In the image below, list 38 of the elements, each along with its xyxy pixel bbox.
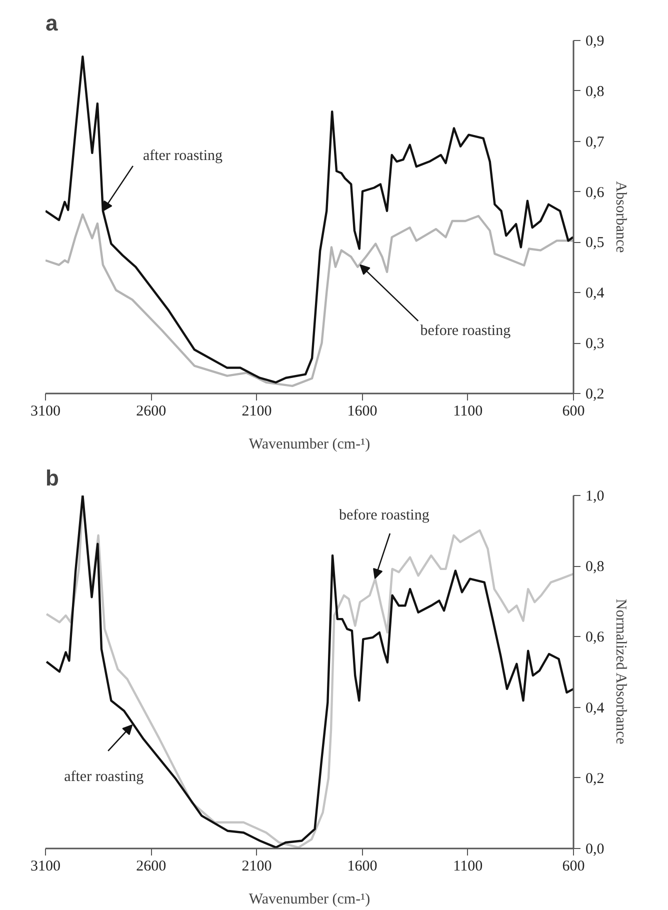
y-tick-label: 0,6 bbox=[586, 184, 605, 201]
y-tick-label: 0,8 bbox=[586, 559, 604, 576]
y-tick-label: 0,0 bbox=[586, 842, 604, 858]
x-axis-title: Wavenumber (cm-¹) bbox=[248, 436, 370, 452]
x-tick-label: 2600 bbox=[136, 404, 166, 420]
x-tick-label: 1100 bbox=[453, 404, 483, 420]
x-tick-label: 600 bbox=[562, 858, 585, 874]
y-tick-label: 0,3 bbox=[586, 336, 604, 352]
y-tick-label: 0,4 bbox=[586, 286, 605, 302]
line-series bbox=[46, 56, 574, 384]
y-tick-label: 1,0 bbox=[586, 488, 604, 504]
x-tick-label: 2600 bbox=[136, 858, 166, 874]
x-tick-label: 2100 bbox=[242, 404, 272, 420]
annotation: before roasting bbox=[420, 322, 512, 339]
chart-title: b bbox=[46, 466, 59, 490]
y-tick-label: 0,5 bbox=[586, 235, 604, 252]
y-tick-label: 0,8 bbox=[586, 84, 604, 100]
y-tick-label: 0,9 bbox=[586, 34, 604, 50]
y-tick-label: 0,4 bbox=[586, 700, 605, 716]
annotation: before roasting bbox=[338, 507, 430, 524]
y-tick-label: 0,6 bbox=[586, 630, 605, 646]
y-axis-title: Absorbance bbox=[612, 181, 628, 254]
x-tick-label: 1100 bbox=[453, 858, 483, 874]
annotation: after roasting bbox=[64, 768, 144, 785]
x-tick-label: 1600 bbox=[347, 858, 378, 874]
x-tick-label: 600 bbox=[562, 404, 585, 420]
x-tick-label: 2100 bbox=[242, 858, 272, 874]
line-series bbox=[46, 213, 574, 388]
y-tick-label: 0,2 bbox=[586, 770, 604, 787]
y-axis-title: Normalized Absorbance bbox=[612, 598, 628, 745]
y-tick-label: 0,2 bbox=[586, 386, 604, 402]
x-tick-label: 3100 bbox=[30, 404, 60, 420]
annotation: after roasting bbox=[142, 148, 223, 164]
x-tick-label: 3100 bbox=[30, 858, 60, 874]
chart-title: a bbox=[46, 10, 58, 36]
x-axis-title: Wavenumber (cm-¹) bbox=[248, 892, 370, 908]
y-tick-label: 0,7 bbox=[586, 134, 605, 150]
x-tick-label: 1600 bbox=[347, 404, 378, 420]
